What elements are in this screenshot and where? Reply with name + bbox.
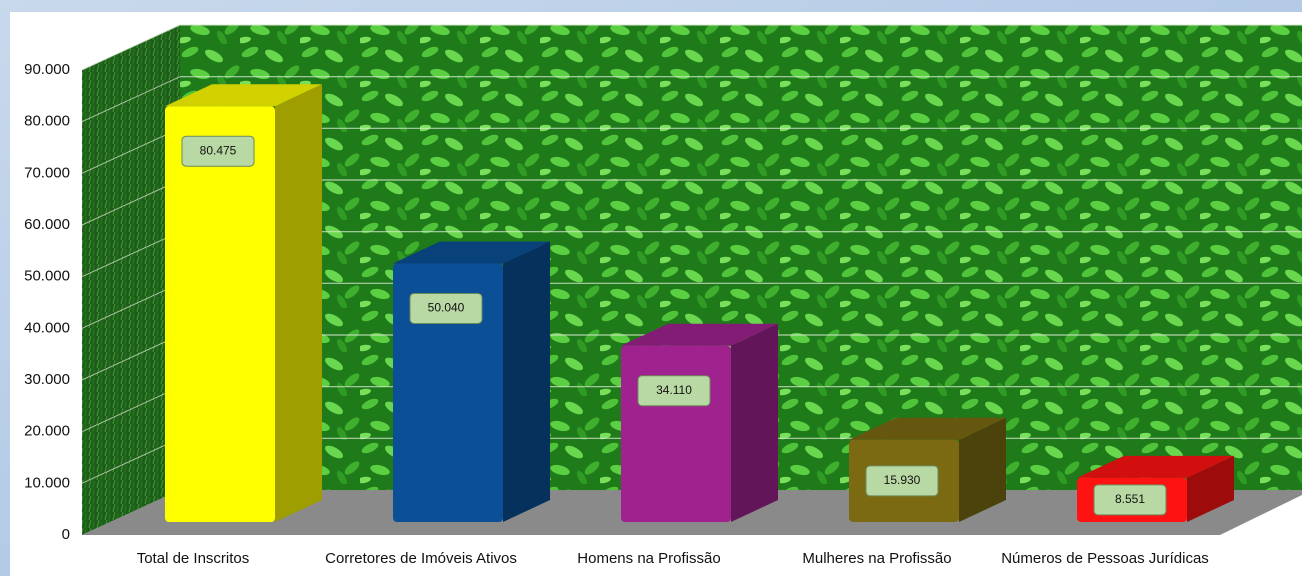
value-label-box [637, 375, 711, 407]
value-label: 80.475 [200, 143, 237, 157]
value-label-box [409, 292, 483, 324]
side-grid-line [81, 437, 181, 484]
bar-top [621, 323, 778, 346]
x-tick-label: Homens na Profissão [577, 550, 720, 567]
y-tick-label: 60.000 [24, 216, 70, 233]
value-label: 15.930 [884, 473, 921, 487]
side-grid-line [81, 282, 181, 329]
bar-top [393, 241, 550, 264]
bar [621, 345, 731, 522]
y-tick-label: 30.000 [24, 371, 70, 388]
bar-side [503, 241, 550, 522]
bar-side [959, 417, 1006, 522]
value-label: 50.040 [428, 301, 465, 315]
value-label: 8.551 [1115, 492, 1145, 506]
value-label: 34.110 [656, 383, 692, 397]
y-tick-label: 80.000 [24, 113, 70, 130]
bar [165, 106, 275, 523]
x-tick-label: Total de Inscritos [137, 550, 250, 567]
value-label-box [1093, 484, 1167, 516]
side-grid-line [81, 76, 181, 123]
bar-side [731, 323, 778, 522]
side-grid-line [81, 127, 181, 174]
x-tick-label: Corretores de Imóveis Ativos [325, 550, 517, 567]
side-grid-line [81, 231, 181, 278]
bar-side [1187, 455, 1234, 522]
side-grid-line [81, 334, 181, 381]
side-grid-line [81, 386, 181, 433]
y-tick-label: 0 [62, 526, 70, 543]
side-grid-line [81, 24, 181, 71]
y-tick-label: 10.000 [24, 474, 70, 491]
bar-top [165, 84, 322, 107]
side-wall [82, 25, 180, 535]
bar-top [1077, 455, 1234, 478]
y-tick-label: 20.000 [24, 423, 70, 440]
bar-top [849, 417, 1006, 440]
x-tick-label: Números de Pessoas Jurídicas [1001, 550, 1209, 567]
value-label-box [865, 465, 939, 497]
x-tick-label: Mulheres na Profissão [802, 550, 951, 567]
side-grid-line [81, 179, 181, 226]
y-tick-label: 70.000 [24, 164, 70, 181]
bar-side [275, 84, 322, 523]
bar [393, 263, 503, 522]
y-tick-label: 90.000 [24, 61, 70, 78]
value-label-box [181, 135, 255, 167]
y-tick-label: 50.000 [24, 268, 70, 285]
y-tick-label: 40.000 [24, 319, 70, 336]
